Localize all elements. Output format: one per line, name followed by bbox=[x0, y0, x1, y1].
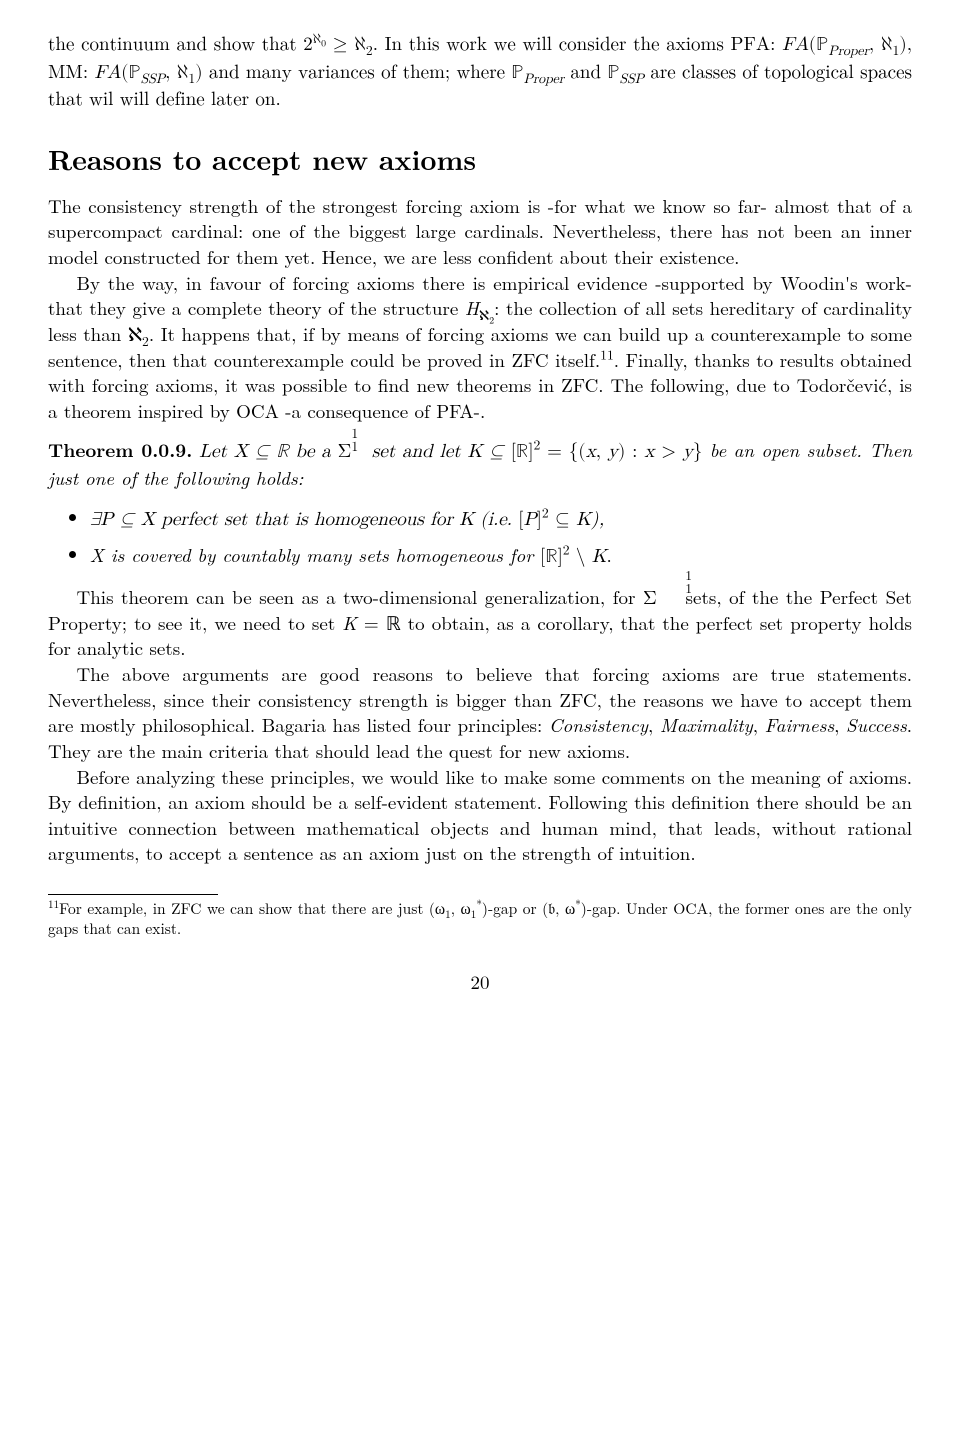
theorem-item-1-end: ), bbox=[591, 504, 605, 531]
theorem-item-1: ∃P ⊆ X perfect set that is homogeneous f… bbox=[90, 505, 912, 533]
after-paragraph-1: This theorem can be seen as a two-dimens… bbox=[48, 584, 912, 661]
theorem-item-2-text: X is covered by countably many sets homo… bbox=[90, 541, 540, 568]
theorem-item-1-text: ∃P ⊆ X perfect set that is homogeneous f… bbox=[90, 510, 518, 529]
after-paragraph-3: Before analyzing these principles, we wo… bbox=[48, 764, 912, 867]
theorem-label: Theorem 0.0.9. bbox=[48, 435, 192, 463]
footnote-rule bbox=[48, 894, 218, 895]
sigma-set: Σ11 bbox=[338, 442, 365, 461]
body-paragraph-2: By the way, in favour of forcing axioms … bbox=[48, 270, 912, 424]
theorem-block: Theorem 0.0.9. Let X ⊆ ℝ be a Σ11 set an… bbox=[48, 437, 912, 490]
footnote-11: 11For example, in ZFC we can show that t… bbox=[48, 899, 912, 939]
page-number: 20 bbox=[48, 969, 912, 995]
footnote-marker: 11 bbox=[48, 896, 59, 912]
intro-paragraph: the continuum and show that 2ℵ0 ≥ ℵ2. In… bbox=[48, 30, 912, 113]
section-heading: Reasons to accept new axioms bbox=[48, 141, 912, 179]
after-p1-text: This theorem can be seen as a two-dimens… bbox=[48, 583, 912, 661]
theorem-statement-2: set and let K ⊆ bbox=[365, 442, 511, 461]
body-p2-text: By the way, in favour of forcing axioms … bbox=[48, 269, 912, 424]
after-p2-text: The above arguments are good reasons to … bbox=[48, 660, 912, 764]
theorem-item-2-math: [ℝ]2 \ K. bbox=[540, 547, 612, 566]
theorem-items: ∃P ⊆ X perfect set that is homogeneous f… bbox=[90, 505, 912, 570]
intro-text: the continuum and show that 2ℵ0 ≥ ℵ2. In… bbox=[48, 35, 912, 109]
body-paragraph-1: The consistency strength of the stronges… bbox=[48, 193, 912, 270]
after-paragraph-2: The above arguments are good reasons to … bbox=[48, 661, 912, 764]
footnote-text: For example, in ZFC we can show that the… bbox=[48, 898, 912, 939]
theorem-statement: Let X ⊆ ℝ be a bbox=[199, 442, 337, 461]
theorem-item-1-math: [P]2 ⊆ K bbox=[518, 510, 591, 529]
theorem-math-1: [ℝ]2 = {(x, y) : x > y} bbox=[511, 442, 703, 461]
theorem-item-2: X is covered by countably many sets homo… bbox=[90, 542, 912, 570]
